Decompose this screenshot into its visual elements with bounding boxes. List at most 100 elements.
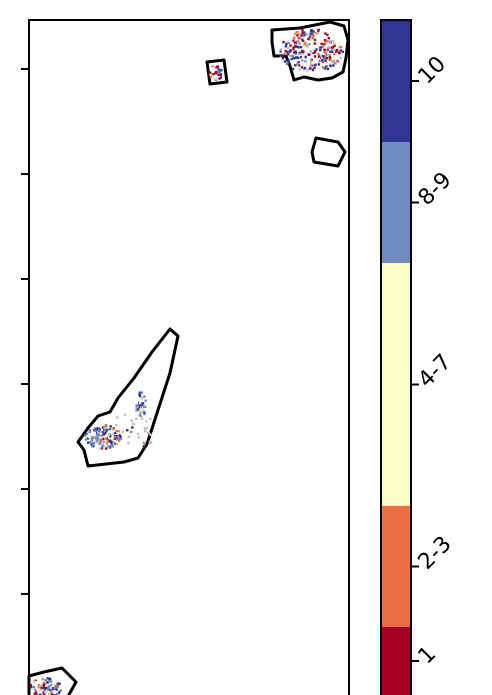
scatter-point	[98, 438, 101, 441]
scatter-point	[37, 686, 40, 689]
scatter-point	[44, 691, 47, 694]
scatter-point	[104, 427, 107, 430]
scatter-point	[118, 437, 121, 440]
scatter-point	[137, 399, 140, 402]
scatter-point	[310, 55, 313, 58]
scatter-point	[53, 682, 56, 686]
scatter-point	[294, 45, 297, 48]
scatter-point	[332, 64, 335, 67]
scatter-point	[217, 70, 221, 73]
scatter-point	[209, 75, 213, 78]
scatter-point	[91, 441, 94, 444]
scatter-point	[93, 428, 96, 432]
scatter-point	[300, 34, 303, 37]
scatter-point	[320, 63, 323, 66]
scatter-point	[301, 57, 305, 61]
scatter-point	[294, 52, 297, 55]
scatter-point	[96, 427, 99, 430]
scatter-point	[29, 685, 32, 689]
scatter-point	[296, 62, 299, 66]
scatter-point	[297, 36, 300, 40]
scatter-point	[92, 442, 96, 445]
scatter-point	[138, 405, 141, 408]
scatter-point	[113, 444, 116, 447]
colorbar-label: 10	[414, 52, 451, 89]
scatter-point	[289, 44, 292, 47]
scatter-point	[311, 37, 314, 40]
scatter-point	[98, 442, 101, 445]
scatter-point	[307, 53, 310, 56]
scatter-point	[50, 683, 53, 687]
scatter-point	[55, 692, 59, 695]
scatter-point	[297, 61, 300, 64]
scatter-point	[333, 36, 336, 39]
scatter-point	[58, 688, 61, 691]
scatter-point	[323, 43, 326, 46]
scatter-point	[216, 67, 220, 70]
scatter-point	[325, 53, 328, 57]
scatter-point	[95, 433, 99, 437]
scatter-point	[121, 430, 124, 434]
scatter-point	[138, 414, 142, 417]
scatter-point	[136, 432, 140, 436]
scatter-point	[95, 440, 98, 443]
scatter-point	[94, 427, 97, 430]
scatter-point	[212, 73, 215, 76]
scatter-point	[317, 28, 320, 32]
scatter-point	[339, 56, 342, 59]
scatter-point	[43, 688, 46, 691]
scatter-point	[293, 57, 296, 60]
scatter-point	[48, 685, 51, 688]
colorbar-segment	[381, 506, 411, 627]
scatter-point	[49, 677, 52, 680]
scatter-point	[108, 439, 112, 442]
scatter-point	[39, 685, 42, 688]
scatter-point	[302, 31, 306, 34]
scatter-point	[325, 65, 328, 68]
scatter-point	[306, 45, 309, 48]
scatter-point	[110, 444, 113, 447]
scatter-point	[98, 433, 101, 437]
scatter-point	[142, 412, 146, 415]
scatter-point	[317, 52, 320, 56]
scatter-point	[303, 66, 307, 70]
colorbar-outline	[380, 19, 412, 695]
scatter-point	[313, 50, 317, 53]
scatter-point	[300, 66, 304, 69]
scatter-point	[298, 33, 301, 36]
scatter-point	[54, 683, 57, 687]
scatter-point	[329, 40, 332, 43]
scatter-point	[215, 70, 218, 74]
scatter-point	[138, 403, 141, 407]
scatter-point	[304, 32, 308, 36]
scatter-point	[117, 432, 120, 435]
scatter-point	[40, 681, 43, 685]
scatter-point	[319, 48, 322, 52]
colorbar-label: 8-9	[414, 168, 457, 211]
scatter-point	[138, 391, 142, 394]
scatter-point	[101, 445, 104, 448]
scatter-point	[281, 49, 284, 52]
scatter-point	[305, 44, 308, 48]
scatter-point	[279, 48, 283, 51]
scatter-point	[309, 63, 313, 67]
scatter-point	[107, 445, 110, 448]
scatter-point	[105, 430, 108, 433]
scatter-point	[218, 68, 222, 72]
scatter-point	[33, 680, 36, 683]
scatter-point	[124, 413, 127, 416]
scatter-point	[307, 37, 310, 41]
scatter-point	[332, 61, 336, 64]
scatter-point	[287, 46, 290, 50]
scatter-point	[303, 43, 306, 46]
scatter-point	[117, 435, 120, 438]
scatter-point	[219, 76, 222, 79]
scatter-point	[100, 442, 104, 445]
scatter-point	[113, 432, 117, 435]
scatter-point	[293, 50, 296, 54]
scatter-point	[326, 67, 329, 71]
colorbar-segment	[381, 142, 411, 263]
scatter-point	[290, 57, 293, 61]
scatter-point	[335, 50, 338, 53]
scatter-point	[98, 428, 101, 431]
